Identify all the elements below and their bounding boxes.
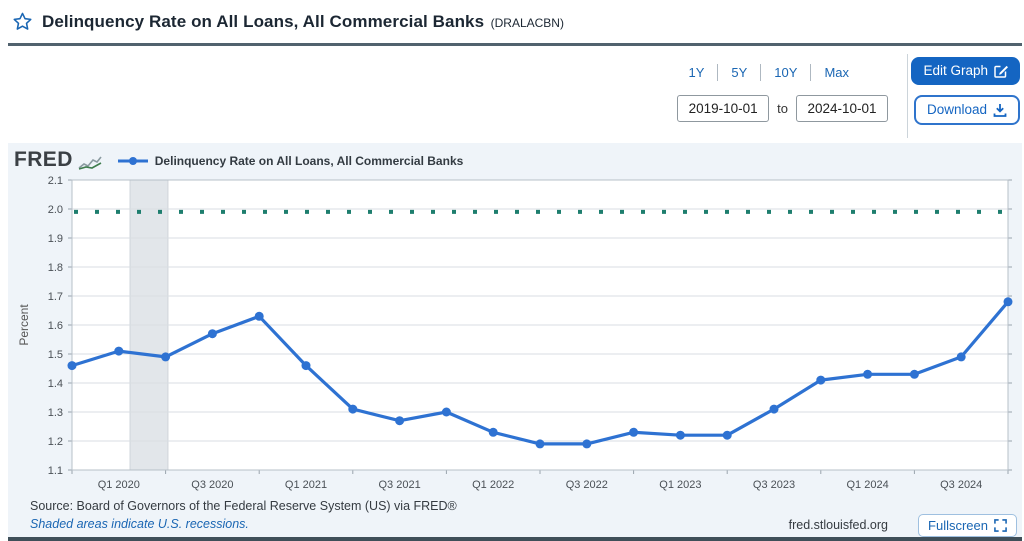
source-text: Source: Board of Governors of the Federa… (30, 499, 457, 513)
download-icon (993, 104, 1007, 117)
download-button[interactable]: Download (913, 95, 1020, 125)
header-divider (8, 43, 1022, 46)
range-1y[interactable]: 1Y (688, 65, 705, 80)
controls-bar: 1Y 5Y 10Y Max to Edit Graph Download (0, 46, 1024, 143)
fullscreen-label: Fullscreen (928, 518, 988, 533)
range-max[interactable]: Max (824, 65, 849, 80)
range-separator (810, 64, 812, 81)
data-point[interactable] (348, 404, 358, 414)
data-point[interactable] (301, 361, 311, 371)
data-point[interactable] (441, 407, 451, 417)
data-point[interactable] (535, 439, 545, 449)
section-bottom-bar (8, 537, 1022, 541)
y-tick-label: 1.3 (48, 407, 63, 419)
data-point[interactable] (722, 430, 732, 440)
y-tick-label: 1.7 (48, 291, 63, 303)
data-point[interactable] (254, 311, 264, 321)
legend-label: Delinquency Rate on All Loans, All Comme… (154, 154, 464, 168)
x-tick-label: Q3 2020 (191, 479, 233, 491)
chart-legend-row: FRED Delinquency Rate on All Loans, All … (14, 149, 463, 171)
data-point[interactable] (909, 369, 919, 379)
y-tick-label: 1.2 (48, 436, 63, 448)
x-tick-label: Q1 2021 (285, 479, 327, 491)
y-tick-label: 2.1 (48, 175, 63, 187)
chart-canvas[interactable]: 1.1 1.2 1.3 1.4 1.5 1.6 1.7 1.8 1.9 2.0 2.1 Q1 2020… (8, 175, 1022, 492)
chart-panel: FRED Delinquency Rate on All Loans, All … (8, 143, 1022, 537)
data-point[interactable] (863, 369, 873, 379)
data-point[interactable] (582, 439, 592, 449)
legend-item: Delinquency Rate on All Loans, All Comme… (117, 154, 464, 168)
legend-line-marker (117, 157, 148, 165)
x-tick-label: Q3 2021 (378, 479, 420, 491)
y-tick-label: 1.9 (48, 233, 63, 245)
x-tick-label: Q1 2020 (98, 479, 140, 491)
x-tick-label: Q3 2024 (940, 479, 982, 491)
data-point[interactable] (488, 427, 498, 437)
data-point[interactable] (629, 427, 639, 437)
data-point[interactable] (675, 430, 685, 440)
edit-graph-button[interactable]: Edit Graph (911, 57, 1020, 85)
y-tick-label: 2.0 (48, 204, 63, 216)
y-axis-title: Percent (17, 304, 31, 346)
x-tick-label: Q1 2023 (659, 479, 701, 491)
y-tick-label: 1.8 (48, 262, 63, 274)
favorite-star-icon[interactable] (12, 11, 33, 32)
range-5y[interactable]: 5Y (731, 65, 748, 80)
x-tick-label: Q3 2023 (753, 479, 795, 491)
range-separator (760, 64, 762, 81)
y-tick-label: 1.5 (48, 349, 63, 361)
plot-border (71, 179, 1009, 471)
edit-graph-label: Edit Graph (923, 63, 988, 78)
data-point[interactable] (207, 329, 217, 339)
fullscreen-button[interactable]: Fullscreen (918, 514, 1017, 537)
date-from-input[interactable] (677, 95, 770, 122)
x-tick-label: Q1 2022 (472, 479, 514, 491)
y-tick-label: 1.6 (48, 320, 63, 332)
data-point[interactable] (114, 346, 124, 356)
y-tick-label: 1.4 (48, 378, 63, 390)
series-id: (DRALACBN) (490, 15, 564, 30)
fred-logo: FRED (14, 148, 73, 171)
x-tick-label: Q1 2024 (846, 479, 888, 491)
data-point[interactable] (67, 361, 77, 371)
date-to-label: to (777, 101, 788, 116)
download-label: Download (926, 102, 987, 117)
controls-divider (907, 54, 908, 138)
data-point[interactable] (816, 375, 826, 385)
data-point[interactable] (956, 352, 966, 362)
date-to-input[interactable] (796, 95, 888, 122)
data-point[interactable] (161, 352, 171, 362)
range-selector: 1Y 5Y 10Y Max (675, 64, 862, 81)
data-point[interactable] (395, 416, 405, 426)
fullscreen-icon (994, 519, 1007, 532)
header: Delinquency Rate on All Loans, All Comme… (0, 0, 1024, 43)
page-title: Delinquency Rate on All Loans, All Comme… (42, 11, 485, 31)
site-label: fred.stlouisfed.org (788, 518, 888, 532)
x-tick-label: Q3 2022 (566, 479, 608, 491)
range-separator (717, 64, 719, 81)
range-10y[interactable]: 10Y (774, 65, 798, 80)
edit-icon (994, 65, 1008, 78)
date-range-picker: to (677, 95, 888, 122)
y-tick-label: 1.1 (48, 465, 63, 477)
recession-note-link[interactable]: Shaded areas indicate U.S. recessions. (30, 517, 249, 531)
fred-sparkline-icon (78, 156, 102, 170)
data-point[interactable] (769, 404, 779, 414)
data-point[interactable] (1003, 297, 1013, 307)
